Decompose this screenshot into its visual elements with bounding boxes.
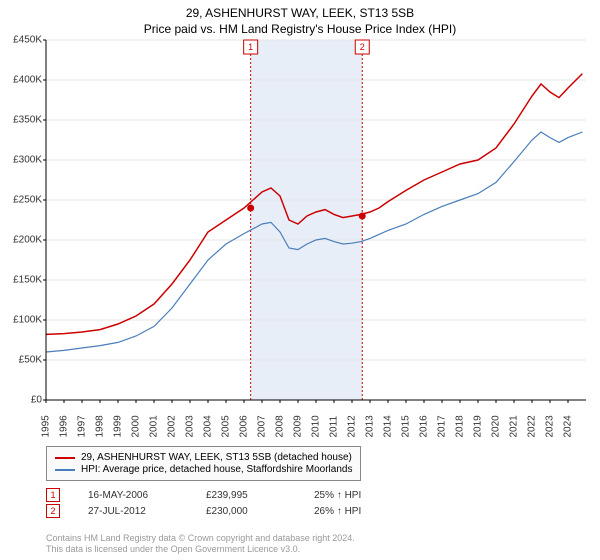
x-tick-label: 2013 (365, 415, 376, 437)
sale-row: 1 16-MAY-2006 £239,995 25% ↑ HPI (46, 488, 361, 502)
sales-table: 1 16-MAY-2006 £239,995 25% ↑ HPI 2 27-JUL-201… (46, 486, 361, 520)
x-tick-label: 2009 (293, 415, 304, 437)
x-tick-label: 2017 (437, 415, 448, 437)
y-tick-label: £200K (13, 235, 42, 246)
y-tick-label: £400K (13, 75, 42, 86)
y-tick-label: £0 (31, 395, 42, 406)
y-tick-label: £50K (19, 355, 42, 366)
x-tick-label: 2020 (491, 415, 502, 437)
x-tick-label: 2012 (347, 415, 358, 437)
x-tick-label: 2023 (545, 415, 556, 437)
x-tick-label: 2016 (419, 415, 430, 437)
y-axis: £0£50K£100K£150K£200K£250K£300K£350K£400… (0, 40, 46, 400)
x-tick-label: 1997 (77, 415, 88, 437)
x-tick-label: 2019 (473, 415, 484, 437)
y-tick-label: £250K (13, 195, 42, 206)
x-tick-label: 2008 (275, 415, 286, 437)
x-tick-label: 2005 (221, 415, 232, 437)
legend-label: 29, ASHENHURST WAY, LEEK, ST13 5SB (deta… (81, 452, 352, 463)
sale-hpi: 25% ↑ HPI (314, 490, 361, 501)
y-tick-label: £350K (13, 115, 42, 126)
x-tick-label: 1999 (113, 415, 124, 437)
y-tick-label: £150K (13, 275, 42, 286)
sale-price: £239,995 (206, 490, 286, 501)
legend-item: HPI: Average price, detached house, Staf… (55, 464, 352, 475)
x-tick-label: 2002 (167, 415, 178, 437)
x-tick-label: 2007 (257, 415, 268, 437)
x-tick-label: 2000 (131, 415, 142, 437)
legend: 29, ASHENHURST WAY, LEEK, ST13 5SB (deta… (46, 446, 361, 481)
x-tick-label: 2006 (239, 415, 250, 437)
svg-text:1: 1 (248, 42, 253, 52)
x-tick-label: 2003 (185, 415, 196, 437)
y-tick-label: £100K (13, 315, 42, 326)
page-subtitle: Price paid vs. HM Land Registry's House … (0, 22, 600, 36)
x-tick-label: 1996 (59, 415, 70, 437)
svg-text:2: 2 (360, 42, 365, 52)
legend-swatch (55, 457, 75, 459)
legend-swatch (55, 469, 75, 471)
x-tick-label: 2018 (455, 415, 466, 437)
x-tick-label: 1995 (41, 415, 52, 437)
x-tick-label: 2022 (527, 415, 538, 437)
x-tick-label: 2004 (203, 415, 214, 437)
page-title: 29, ASHENHURST WAY, LEEK, ST13 5SB (0, 6, 600, 20)
sale-badge: 2 (46, 504, 60, 518)
x-tick-label: 2014 (383, 415, 394, 437)
x-tick-label: 2021 (509, 415, 520, 437)
sale-date: 16-MAY-2006 (88, 490, 178, 501)
x-tick-label: 2024 (563, 415, 574, 437)
y-tick-label: £300K (13, 155, 42, 166)
chart-plot: 12 (46, 40, 586, 400)
x-tick-label: 2001 (149, 415, 160, 437)
sale-price: £230,000 (206, 506, 286, 517)
legend-label: HPI: Average price, detached house, Staf… (81, 464, 352, 475)
y-tick-label: £450K (13, 35, 42, 46)
x-tick-label: 2010 (311, 415, 322, 437)
attribution-text: Contains HM Land Registry data © Crown c… (46, 533, 355, 556)
x-tick-label: 2015 (401, 415, 412, 437)
attribution-line: This data is licensed under the Open Gov… (46, 544, 355, 556)
sale-badge: 1 (46, 488, 60, 502)
legend-item: 29, ASHENHURST WAY, LEEK, ST13 5SB (deta… (55, 452, 352, 463)
sale-row: 2 27-JUL-2012 £230,000 26% ↑ HPI (46, 504, 361, 518)
x-tick-label: 1998 (95, 415, 106, 437)
sale-hpi: 26% ↑ HPI (314, 506, 361, 517)
sale-date: 27-JUL-2012 (88, 506, 178, 517)
attribution-line: Contains HM Land Registry data © Crown c… (46, 533, 355, 545)
x-tick-label: 2011 (329, 416, 340, 438)
